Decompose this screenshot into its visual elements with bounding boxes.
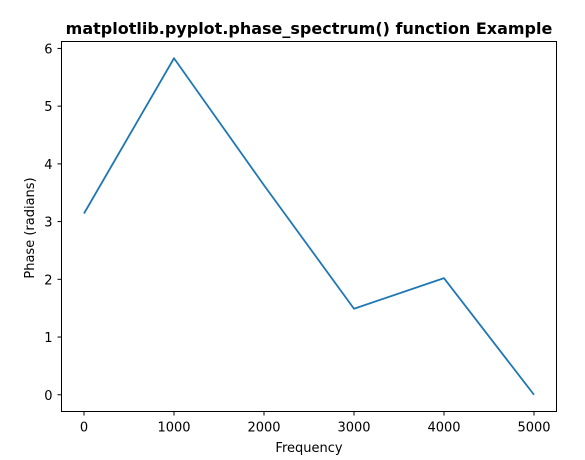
- x-axis: 0 1000 2000 3000 4000 5000: [80, 411, 551, 436]
- y-tick-label: 4: [44, 158, 52, 173]
- y-tick-label: 3: [44, 216, 52, 231]
- y-tick-label: 5: [44, 100, 52, 115]
- y-tick-label: 1: [44, 331, 52, 346]
- y-tick-label: 0: [44, 389, 52, 404]
- x-tick-label: 5000: [517, 421, 550, 436]
- series-layer: [83, 57, 535, 396]
- chart-title: matplotlib.pyplot.phase_spectrum() funct…: [66, 19, 553, 38]
- plot-area: 0 1000 2000 3000 4000 5000 0 1 2 3 4 5 6: [44, 41, 557, 436]
- x-axis-label: Frequency: [275, 441, 342, 456]
- phase-series-line: [83, 57, 535, 396]
- x-tick-label: 1000: [157, 421, 190, 436]
- x-tick-label: 4000: [427, 421, 460, 436]
- plot-frame: [61, 41, 557, 412]
- x-tick-label: 3000: [337, 421, 370, 436]
- x-tick-label: 2000: [247, 421, 280, 436]
- y-tick-label: 2: [44, 273, 52, 288]
- y-axis: 0 1 2 3 4 5 6: [44, 42, 62, 404]
- x-tick-label: 0: [80, 421, 88, 436]
- y-axis-label: Phase (radians): [23, 177, 38, 278]
- y-tick-label: 6: [44, 42, 52, 57]
